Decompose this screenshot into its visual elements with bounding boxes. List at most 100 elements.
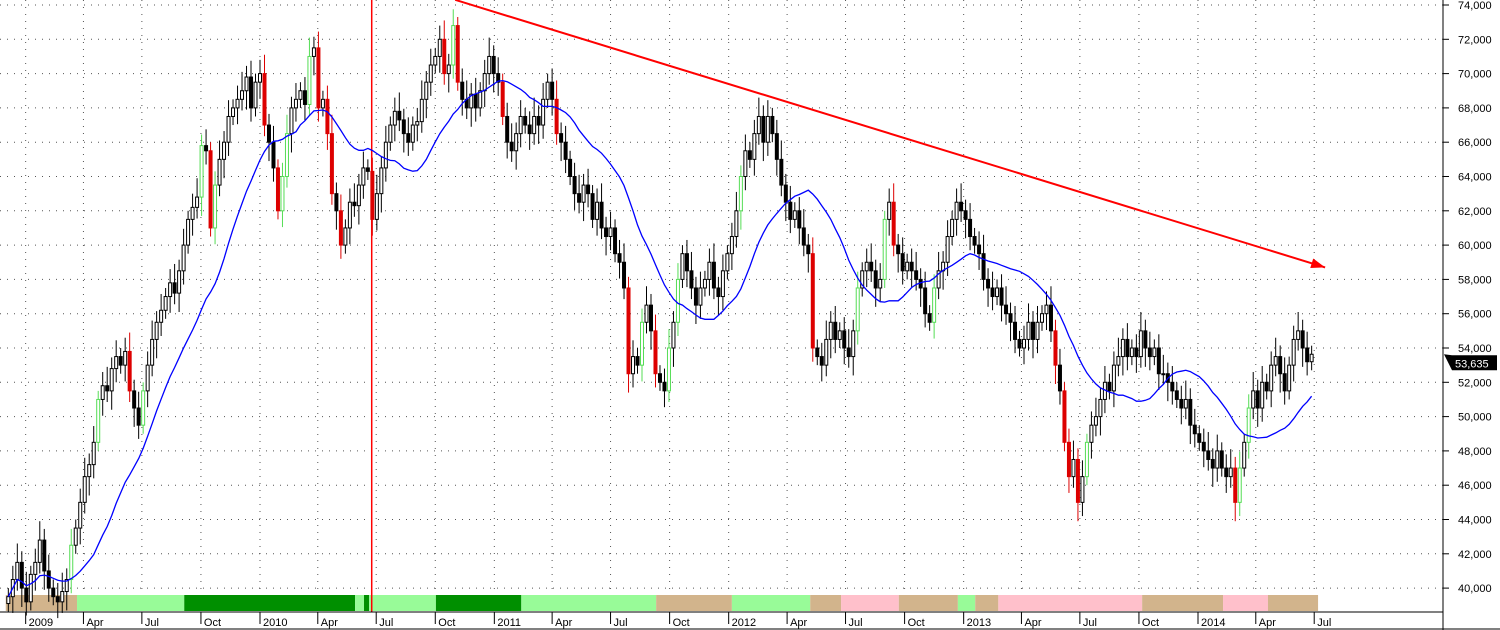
candle-body: [729, 236, 734, 255]
candle-body: [78, 501, 83, 529]
candle-body: [1071, 458, 1076, 478]
candle-body: [675, 278, 680, 323]
candle-body: [496, 73, 501, 83]
candle-body: [590, 193, 595, 220]
candle-body: [343, 227, 348, 246]
candle-body: [887, 201, 892, 220]
candle-body: [819, 356, 824, 366]
x-tick-label: 2012: [732, 617, 756, 629]
candle-body: [671, 321, 676, 349]
candle-body: [181, 244, 186, 272]
candle-body: [752, 133, 757, 160]
candle-body: [842, 330, 847, 349]
candle-body: [693, 287, 698, 306]
candle-body: [1008, 313, 1013, 323]
candle-body: [640, 321, 645, 366]
candle-body: [550, 81, 555, 100]
candle-body: [1201, 441, 1206, 452]
candle-body: [945, 236, 950, 263]
candle-body: [586, 184, 591, 195]
candle-body: [6, 596, 11, 605]
candle-body: [1287, 364, 1292, 392]
regime-band: [1223, 595, 1268, 611]
candle-body: [1309, 353, 1314, 363]
candle-body: [1197, 433, 1202, 443]
candle-body: [882, 218, 887, 280]
candle-body: [491, 55, 496, 75]
candle-body: [990, 287, 995, 298]
candle-body: [1134, 347, 1139, 358]
candle-body: [689, 270, 694, 289]
candle-body: [87, 464, 92, 478]
candle-body: [792, 210, 797, 220]
candle-body: [1129, 347, 1134, 358]
candle-body: [469, 93, 474, 109]
candle-body: [406, 133, 411, 143]
candle-body: [505, 115, 510, 143]
candle-body: [572, 176, 577, 195]
candle-body: [779, 158, 784, 186]
candle-body: [541, 98, 546, 126]
candle-body: [1039, 313, 1044, 323]
candle-body: [806, 244, 811, 255]
candle-body: [581, 184, 586, 203]
y-tick-label: 52,000: [1458, 377, 1492, 389]
candle-body: [231, 107, 236, 117]
candle-body: [860, 270, 865, 289]
candle-body: [150, 338, 155, 366]
candle-body: [478, 90, 483, 109]
candle-body: [60, 591, 65, 603]
candle-body: [55, 596, 60, 603]
candle-body: [783, 184, 788, 203]
candle-body: [680, 253, 685, 280]
candle-body: [451, 25, 456, 66]
candle-body: [1125, 338, 1130, 358]
candle-body: [190, 206, 195, 220]
regime-band: [957, 595, 976, 611]
candle-body: [756, 115, 761, 135]
x-tick-label: Apr: [321, 617, 338, 629]
x-tick-label: 2010: [263, 617, 287, 629]
candle-body: [82, 476, 87, 503]
candle-body: [410, 124, 415, 143]
y-tick-label: 46,000: [1458, 480, 1492, 492]
candle-body: [1179, 398, 1184, 409]
regime-band: [841, 595, 899, 611]
candle-body: [711, 261, 716, 289]
x-tick-label: 2014: [1201, 617, 1225, 629]
candle-body: [1273, 356, 1278, 366]
candle-body: [523, 115, 528, 126]
candle-body: [1075, 458, 1080, 503]
candle-body: [828, 321, 833, 340]
candle-body: [936, 270, 941, 289]
candles: [6, 9, 1314, 619]
candle-body: [720, 270, 725, 298]
candle-body: [1116, 356, 1121, 366]
candle-body: [1111, 364, 1116, 392]
candle-body: [891, 201, 896, 246]
candle-body: [442, 38, 447, 75]
candle-body: [37, 539, 42, 563]
x-tick-label: Jul: [849, 617, 863, 629]
candle-body: [1251, 390, 1256, 409]
candle-body: [1093, 416, 1098, 426]
y-axis: 74,000 72,000 70,000 68,000 66,000 64,000 62,0…: [1443, 0, 1492, 595]
regime-band: [364, 595, 370, 611]
candle-body: [388, 124, 393, 143]
candle-body: [563, 141, 568, 160]
candle-body: [716, 287, 721, 298]
candle-body: [1300, 330, 1305, 349]
candle-body: [1120, 338, 1125, 358]
candle-body: [648, 304, 653, 332]
x-tick-label: Apr: [1024, 617, 1041, 629]
last-price-label: 53,635: [1455, 358, 1489, 370]
candle-body: [266, 124, 271, 143]
candle-body: [370, 170, 375, 220]
candle-body: [109, 368, 114, 392]
candle-body: [361, 167, 366, 186]
x-tick-label: Jul: [614, 617, 628, 629]
candle-body: [73, 527, 78, 546]
candle-body: [788, 201, 793, 220]
candle-body: [1013, 321, 1018, 340]
candle-body: [738, 176, 743, 212]
